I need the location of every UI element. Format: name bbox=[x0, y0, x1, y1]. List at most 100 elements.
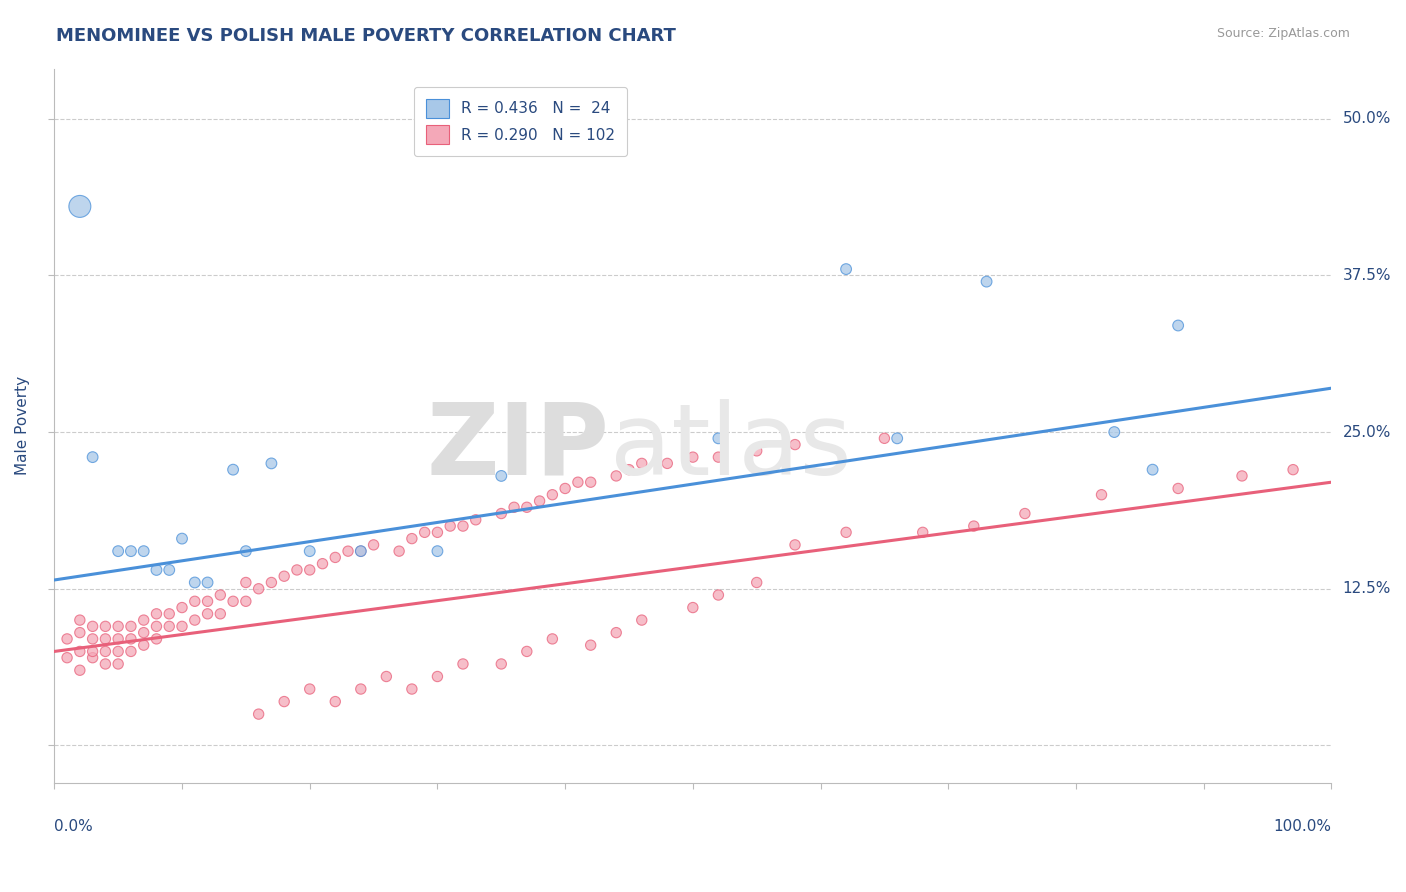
Point bbox=[56, 650, 79, 665]
Point bbox=[783, 538, 806, 552]
Text: 37.5%: 37.5% bbox=[1343, 268, 1391, 283]
Point bbox=[235, 575, 257, 590]
Point bbox=[350, 681, 373, 696]
Point bbox=[170, 532, 193, 546]
Point bbox=[707, 431, 730, 445]
Point bbox=[82, 644, 104, 658]
Text: 25.0%: 25.0% bbox=[1343, 425, 1391, 440]
Point bbox=[260, 575, 283, 590]
Point bbox=[363, 538, 385, 552]
Point bbox=[886, 431, 908, 445]
Text: atlas: atlas bbox=[610, 399, 852, 496]
Point bbox=[311, 557, 333, 571]
Point bbox=[145, 619, 167, 633]
Point bbox=[184, 575, 207, 590]
Point bbox=[426, 544, 449, 558]
Point bbox=[413, 525, 436, 540]
Point bbox=[1142, 463, 1164, 477]
Point bbox=[120, 544, 142, 558]
Point bbox=[630, 613, 652, 627]
Point bbox=[69, 644, 91, 658]
Point bbox=[107, 657, 129, 671]
Point bbox=[835, 525, 858, 540]
Point bbox=[682, 600, 704, 615]
Point bbox=[401, 532, 423, 546]
Point bbox=[439, 519, 461, 533]
Point bbox=[235, 594, 257, 608]
Point bbox=[132, 625, 155, 640]
Point bbox=[1104, 425, 1126, 439]
Legend: R = 0.436   N =  24, R = 0.290   N = 102: R = 0.436 N = 24, R = 0.290 N = 102 bbox=[413, 87, 627, 156]
Point bbox=[132, 638, 155, 652]
Point bbox=[911, 525, 934, 540]
Point bbox=[516, 500, 538, 515]
Point bbox=[145, 632, 167, 646]
Point bbox=[541, 488, 564, 502]
Point bbox=[426, 669, 449, 683]
Point bbox=[579, 475, 602, 490]
Text: 50.0%: 50.0% bbox=[1343, 112, 1391, 126]
Point bbox=[69, 199, 91, 213]
Point bbox=[554, 482, 576, 496]
Point bbox=[451, 519, 474, 533]
Point bbox=[82, 632, 104, 646]
Point bbox=[516, 644, 538, 658]
Point bbox=[605, 469, 627, 483]
Text: 12.5%: 12.5% bbox=[1343, 582, 1391, 596]
Point bbox=[94, 619, 117, 633]
Text: MENOMINEE VS POLISH MALE POVERTY CORRELATION CHART: MENOMINEE VS POLISH MALE POVERTY CORRELA… bbox=[56, 27, 676, 45]
Point bbox=[157, 607, 180, 621]
Point bbox=[630, 457, 652, 471]
Point bbox=[745, 575, 768, 590]
Point bbox=[873, 431, 896, 445]
Point bbox=[145, 607, 167, 621]
Point bbox=[157, 563, 180, 577]
Point bbox=[247, 582, 270, 596]
Point bbox=[170, 619, 193, 633]
Point bbox=[69, 613, 91, 627]
Point bbox=[605, 625, 627, 640]
Point bbox=[976, 275, 998, 289]
Point bbox=[94, 657, 117, 671]
Point bbox=[69, 663, 91, 677]
Point bbox=[298, 544, 321, 558]
Point bbox=[682, 450, 704, 464]
Point bbox=[107, 544, 129, 558]
Text: Source: ZipAtlas.com: Source: ZipAtlas.com bbox=[1216, 27, 1350, 40]
Point bbox=[273, 569, 295, 583]
Point bbox=[222, 463, 245, 477]
Point bbox=[745, 443, 768, 458]
Text: 100.0%: 100.0% bbox=[1274, 819, 1331, 834]
Point bbox=[491, 657, 513, 671]
Point bbox=[145, 563, 167, 577]
Point bbox=[209, 588, 232, 602]
Point bbox=[157, 619, 180, 633]
Point bbox=[1167, 318, 1189, 333]
Point bbox=[451, 657, 474, 671]
Point bbox=[1014, 507, 1036, 521]
Point bbox=[426, 525, 449, 540]
Point bbox=[503, 500, 526, 515]
Point bbox=[184, 594, 207, 608]
Point bbox=[298, 563, 321, 577]
Point bbox=[350, 544, 373, 558]
Point bbox=[94, 644, 117, 658]
Point bbox=[247, 707, 270, 722]
Point bbox=[298, 681, 321, 696]
Point bbox=[184, 613, 207, 627]
Point bbox=[107, 619, 129, 633]
Point bbox=[657, 457, 679, 471]
Point bbox=[197, 575, 219, 590]
Point bbox=[963, 519, 986, 533]
Point bbox=[120, 632, 142, 646]
Point bbox=[707, 450, 730, 464]
Point bbox=[491, 469, 513, 483]
Point bbox=[132, 544, 155, 558]
Point bbox=[835, 262, 858, 277]
Text: 0.0%: 0.0% bbox=[55, 819, 93, 834]
Point bbox=[401, 681, 423, 696]
Y-axis label: Male Poverty: Male Poverty bbox=[15, 376, 30, 475]
Point bbox=[1282, 463, 1305, 477]
Point bbox=[82, 619, 104, 633]
Point bbox=[82, 650, 104, 665]
